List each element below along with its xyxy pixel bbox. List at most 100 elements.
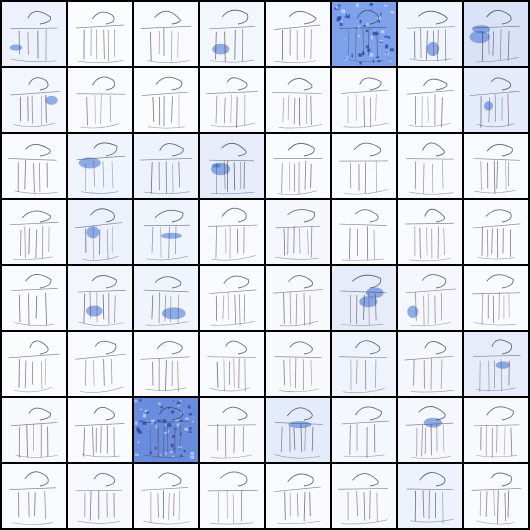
sketch-figure (68, 200, 132, 264)
sketch-figure (200, 2, 264, 66)
sample-thumbnail (2, 266, 66, 330)
sketch-figure (208, 207, 258, 261)
sample-thumbnail (398, 68, 462, 132)
sketch-figure (464, 332, 528, 396)
sketch-figure (464, 68, 528, 132)
sketch-figure (266, 398, 330, 462)
sketch-figure (134, 266, 198, 330)
sample-thumbnail (266, 398, 330, 462)
sample-thumbnail (398, 398, 462, 462)
sample-thumbnail (200, 398, 264, 462)
sample-thumbnail (68, 332, 132, 396)
sketch-figure (274, 473, 321, 525)
sample-thumbnail (332, 68, 396, 132)
sample-thumbnail (134, 134, 198, 198)
sample-thumbnail (266, 134, 330, 198)
sketch-figure (10, 407, 58, 458)
sample-thumbnail (398, 2, 462, 66)
sketch-figure (338, 473, 388, 525)
sketch-figure (398, 266, 462, 330)
sample-thumbnail (68, 464, 132, 528)
sample-thumbnail (2, 332, 66, 396)
sample-thumbnail (134, 68, 198, 132)
sketch-figure (9, 471, 57, 525)
sketch-figure (266, 200, 330, 264)
sample-thumbnail (332, 266, 396, 330)
sketch-figure (471, 472, 522, 525)
sample-thumbnail (398, 266, 462, 330)
sketch-figure (332, 2, 396, 66)
sample-thumbnail (464, 200, 528, 264)
sketch-figure (472, 274, 520, 326)
sketch-figure (207, 471, 258, 525)
sketch-figure (272, 77, 323, 129)
sample-thumbnail (68, 266, 132, 330)
sketch-figure (134, 134, 198, 198)
sample-thumbnail (464, 2, 528, 66)
sample-thumbnail (398, 134, 462, 198)
sketch-figure (140, 341, 190, 392)
sample-thumbnail (200, 68, 264, 132)
sketch-figure (74, 406, 125, 458)
sketch-figure (472, 209, 521, 260)
sample-thumbnail (464, 68, 528, 132)
sample-thumbnail (332, 200, 396, 264)
sketch-figure (274, 341, 322, 393)
sketch-figure (207, 340, 257, 392)
sketch-figure (398, 398, 462, 462)
sketch-figure (140, 10, 192, 63)
sample-thumbnail (2, 2, 66, 66)
sample-thumbnail (266, 2, 330, 66)
sample-thumbnail (134, 332, 198, 396)
sketch-figure (206, 77, 258, 128)
sketch-figure (68, 266, 132, 330)
sketch-figure (68, 134, 132, 198)
sketch-figure (209, 275, 257, 326)
sketch-figure (398, 464, 462, 528)
sample-thumbnail (332, 332, 396, 396)
sketch-figure (11, 274, 58, 326)
sample-thumbnail (200, 464, 264, 528)
sample-thumbnail (398, 464, 462, 528)
sample-thumbnail (266, 464, 330, 528)
sketch-figure (332, 266, 396, 330)
sample-thumbnail (332, 464, 396, 528)
sample-thumbnail (464, 464, 528, 528)
sample-thumbnail (2, 134, 66, 198)
sample-thumbnail (68, 68, 132, 132)
sample-thumbnail (464, 134, 528, 198)
sketch-figure (273, 142, 323, 195)
sketch-figure (473, 143, 521, 194)
sample-thumbnail (2, 464, 66, 528)
sketch-figure (76, 76, 126, 129)
sample-thumbnail (134, 266, 198, 330)
sample-thumbnail (68, 134, 132, 198)
sample-thumbnail (332, 2, 396, 66)
sketch-figure (200, 134, 264, 198)
sample-thumbnail (266, 266, 330, 330)
sketch-figure (406, 142, 454, 195)
sample-thumbnail (2, 68, 66, 132)
sketch-figure (332, 332, 396, 396)
sample-thumbnail (464, 332, 528, 396)
sample-thumbnail (134, 200, 198, 264)
sketch-figure (76, 11, 125, 63)
sample-thumbnail (200, 2, 264, 66)
sample-thumbnail (332, 398, 396, 462)
sample-thumbnail (68, 398, 132, 462)
sketch-figure (9, 210, 59, 260)
sample-thumbnail (464, 398, 528, 462)
sample-thumbnail (200, 266, 264, 330)
sample-thumbnail (200, 332, 264, 396)
sample-thumbnail (2, 200, 66, 264)
sketch-figure (398, 2, 462, 66)
sketch-figure (134, 464, 198, 528)
sketch-figure (339, 209, 387, 261)
sample-thumbnail (200, 134, 264, 198)
sketch-figure (207, 406, 257, 459)
sample-thumbnail (398, 332, 462, 396)
sketch-figure (473, 406, 520, 458)
sketch-figure (75, 340, 126, 393)
sketch-figure (68, 464, 132, 528)
